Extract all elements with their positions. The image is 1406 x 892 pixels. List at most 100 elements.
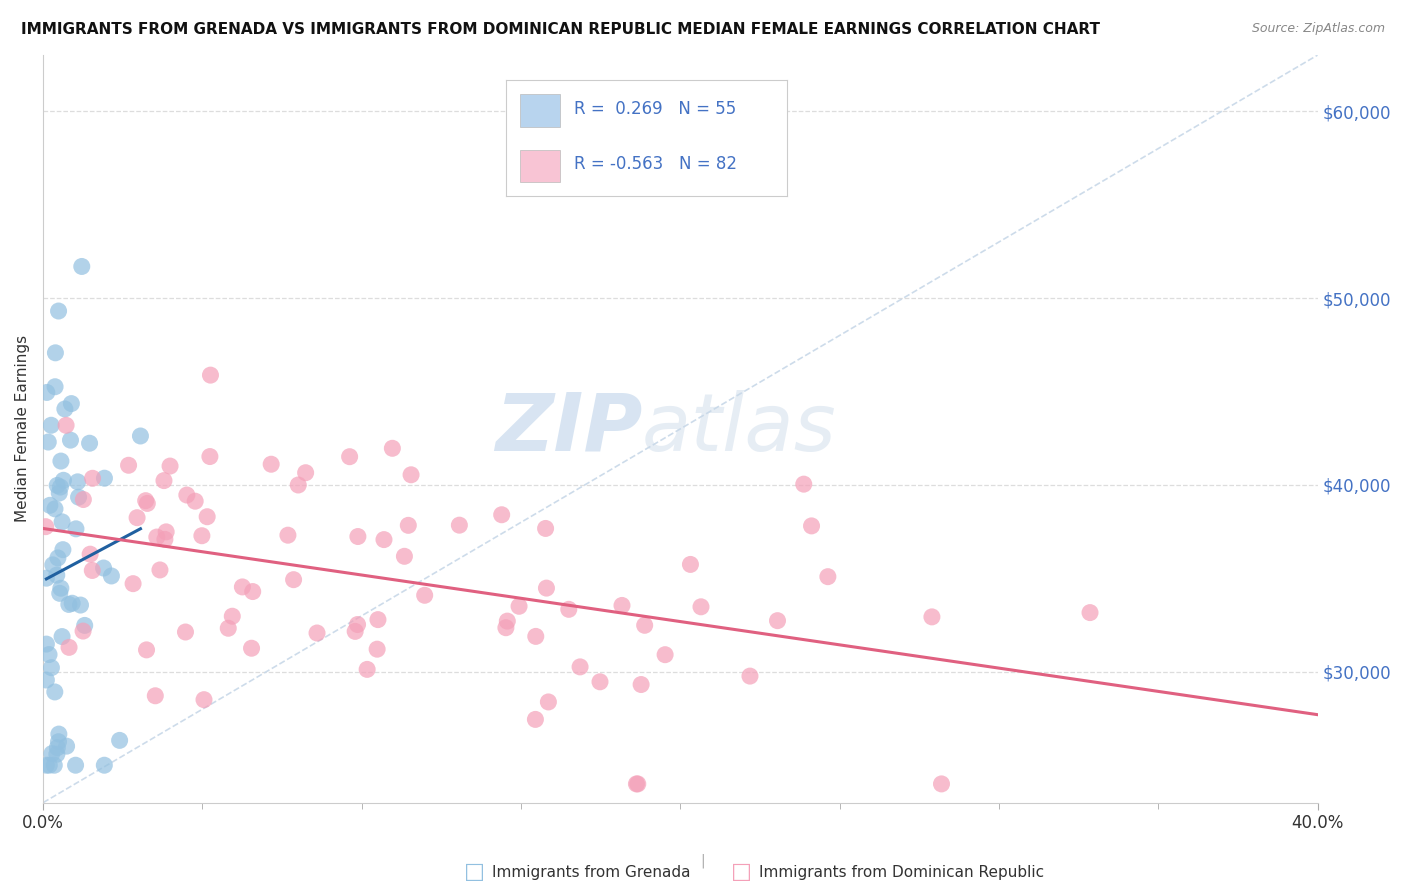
Point (44, 380, 66, 394)
Point (122, 576, 145, 591)
Text: Immigrants from Dominican Republic: Immigrants from Dominican Republic (759, 865, 1045, 880)
Text: □: □ (464, 863, 485, 882)
Point (41, 747, 63, 761)
Point (45, 568, 67, 582)
Point (381, 442, 404, 456)
Point (496, 614, 519, 628)
Point (55, 418, 77, 433)
Point (52, 473, 75, 487)
Point (630, 677, 652, 691)
Point (46, 478, 69, 492)
Point (136, 496, 159, 510)
Point (176, 488, 198, 502)
Point (35, 637, 58, 651)
Point (48, 486, 70, 500)
Point (39, 418, 62, 433)
Point (800, 519, 823, 533)
Point (55, 739, 77, 753)
Point (108, 733, 131, 747)
Point (125, 510, 148, 524)
Text: IMMIGRANTS FROM GRENADA VS IMMIGRANTS FROM DOMINICAN REPUBLIC MEDIAN FEMALE EARN: IMMIGRANTS FROM GRENADA VS IMMIGRANTS FR… (21, 22, 1099, 37)
Point (135, 493, 157, 508)
Point (260, 457, 283, 471)
Point (221, 609, 243, 624)
Point (149, 563, 172, 577)
Point (117, 458, 139, 473)
Point (93, 471, 115, 485)
Point (100, 569, 122, 583)
Point (69, 598, 91, 612)
Point (679, 558, 702, 572)
Point (49, 581, 72, 595)
Text: Immigrants from Grenada: Immigrants from Grenada (492, 865, 690, 880)
Point (793, 477, 815, 491)
Point (72, 624, 94, 638)
Text: R = -0.563   N = 82: R = -0.563 N = 82 (574, 155, 737, 173)
Point (921, 610, 943, 624)
Point (294, 466, 316, 480)
Point (366, 642, 388, 657)
Point (195, 509, 218, 524)
Point (53, 401, 76, 416)
Text: R =  0.269   N = 55: R = 0.269 N = 55 (574, 100, 735, 119)
Point (524, 713, 547, 727)
Point (44, 685, 66, 699)
Point (35, 385, 58, 400)
Point (626, 777, 648, 791)
Point (143, 689, 166, 703)
Point (766, 614, 789, 628)
Point (38, 758, 60, 772)
Point (93, 758, 115, 772)
Point (654, 648, 676, 662)
Point (399, 467, 422, 482)
Point (200, 368, 222, 383)
Point (38, 499, 60, 513)
Point (193, 692, 215, 706)
Point (346, 617, 368, 632)
Point (536, 581, 558, 595)
Point (65, 758, 87, 772)
Point (48, 727, 70, 741)
Point (347, 529, 370, 543)
Point (283, 573, 305, 587)
Point (153, 533, 176, 547)
Point (60, 596, 83, 610)
Point (589, 674, 612, 689)
Point (534, 521, 557, 535)
Point (82, 471, 104, 485)
Point (49, 480, 72, 494)
Point (491, 508, 513, 522)
Point (508, 599, 530, 614)
Point (73, 618, 96, 632)
Point (242, 584, 264, 599)
Point (135, 643, 157, 657)
Point (155, 524, 177, 539)
Text: atlas: atlas (643, 390, 837, 468)
Point (240, 641, 263, 656)
Point (38, 648, 60, 662)
Point (44, 346, 66, 360)
Point (217, 621, 239, 635)
Point (34, 519, 56, 533)
Point (159, 459, 181, 474)
Point (35, 673, 58, 687)
Point (184, 494, 207, 508)
Point (45, 747, 67, 762)
Point (231, 580, 253, 594)
Point (51, 515, 73, 529)
Point (449, 518, 471, 533)
Point (931, 777, 953, 791)
Point (35, 758, 58, 772)
Point (37, 435, 59, 450)
Point (153, 474, 176, 488)
Point (48, 304, 70, 318)
Point (394, 549, 416, 564)
Point (52, 542, 75, 557)
Point (339, 450, 361, 464)
Point (287, 478, 309, 492)
Point (46, 550, 69, 565)
Point (93, 561, 115, 575)
Bar (520, 95, 560, 127)
Point (495, 621, 517, 635)
Point (146, 530, 169, 544)
